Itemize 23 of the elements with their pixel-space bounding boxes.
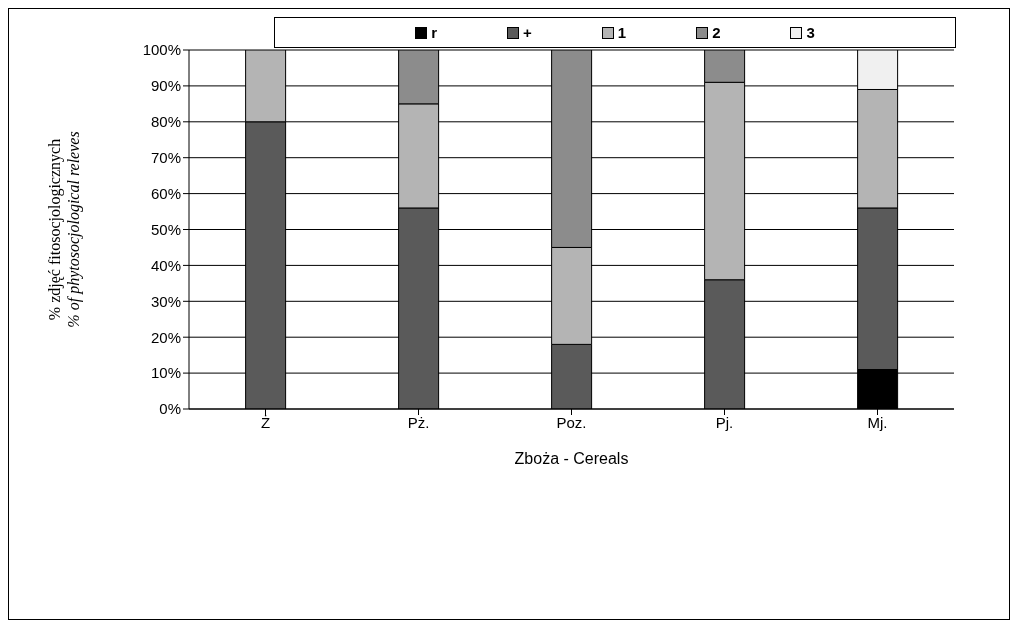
y-tick-label: 80% <box>150 113 181 131</box>
y-tick-label: 70% <box>150 149 181 167</box>
legend-label: 1 <box>617 24 627 41</box>
legend-label: + <box>523 24 532 41</box>
y-tick-label: 0% <box>159 400 181 418</box>
y-tick-label: 50% <box>150 220 181 238</box>
x-tick-label: Mj. <box>867 413 888 431</box>
legend-label: 2 <box>712 24 721 41</box>
x-tick-label: Pż. <box>407 413 430 431</box>
y-tick-label: 90% <box>150 77 181 95</box>
y-tick-label: 10% <box>150 364 181 382</box>
y-tick-label: 100% <box>142 41 181 59</box>
x-axis-title: Zboża - Cereals <box>514 450 629 467</box>
y-tick-label: 40% <box>150 256 181 274</box>
x-tick-label: Ż <box>260 413 271 431</box>
y-tick-label: 60% <box>150 184 181 202</box>
x-tick-label: Poz. <box>556 413 587 431</box>
y-tick-label: 20% <box>150 328 181 346</box>
legend-label: 3 <box>806 24 815 41</box>
legend-label: r <box>431 24 438 41</box>
x-tick-label: Pj. <box>715 413 734 431</box>
y-axis-title: % zdjęć fitosocjologicznych % of phytosocjological releves <box>46 131 83 328</box>
y-tick-label: 30% <box>150 292 181 310</box>
